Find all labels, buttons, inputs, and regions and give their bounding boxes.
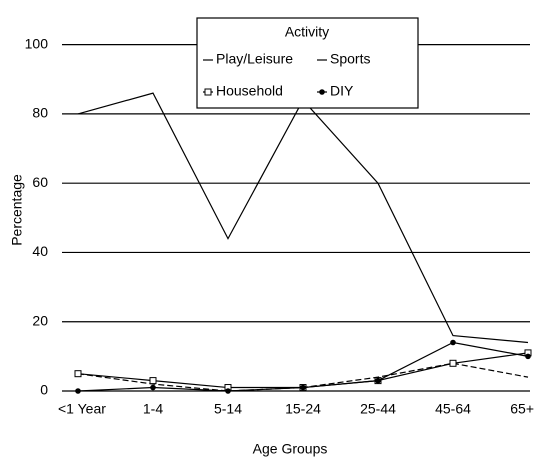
marker — [300, 384, 306, 391]
x-tick-label: 1-4 — [143, 401, 163, 417]
marker — [319, 89, 325, 95]
marker — [204, 88, 212, 96]
x-tick-label: 65+ — [510, 401, 534, 417]
marker — [149, 377, 157, 385]
legend-title: Activity — [285, 24, 329, 40]
marker — [74, 370, 82, 378]
legend-label: Sports — [330, 51, 370, 67]
y-tick-label: 40 — [32, 243, 48, 259]
x-tick-label: 5-14 — [214, 401, 242, 417]
x-tick-label: <1 Year — [58, 401, 106, 417]
legend-label: Play/Leisure — [216, 51, 293, 67]
marker — [450, 339, 456, 346]
x-tick-label: 25-44 — [360, 401, 396, 417]
marker — [525, 353, 531, 360]
series-line — [77, 341, 529, 392]
legend-box — [196, 17, 419, 109]
y-tick-label: 20 — [32, 312, 48, 328]
x-axis-label: Age Groups — [253, 441, 328, 457]
marker — [225, 388, 231, 394]
marker — [75, 388, 81, 394]
marker — [375, 377, 381, 384]
series-line — [77, 352, 529, 389]
legend-label: Household — [216, 83, 283, 99]
series-line — [77, 92, 529, 344]
y-tick-label: 100 — [25, 35, 49, 51]
marker — [449, 359, 457, 367]
marker — [150, 384, 156, 391]
y-axis-label: Percentage — [9, 174, 25, 246]
x-tick-label: 15-24 — [285, 401, 321, 417]
legend-label: DIY — [330, 83, 354, 99]
y-tick-label: 80 — [32, 105, 48, 121]
y-tick-label: 60 — [32, 174, 48, 190]
x-tick-label: 45-64 — [435, 401, 471, 417]
y-tick-label: 0 — [40, 382, 48, 398]
